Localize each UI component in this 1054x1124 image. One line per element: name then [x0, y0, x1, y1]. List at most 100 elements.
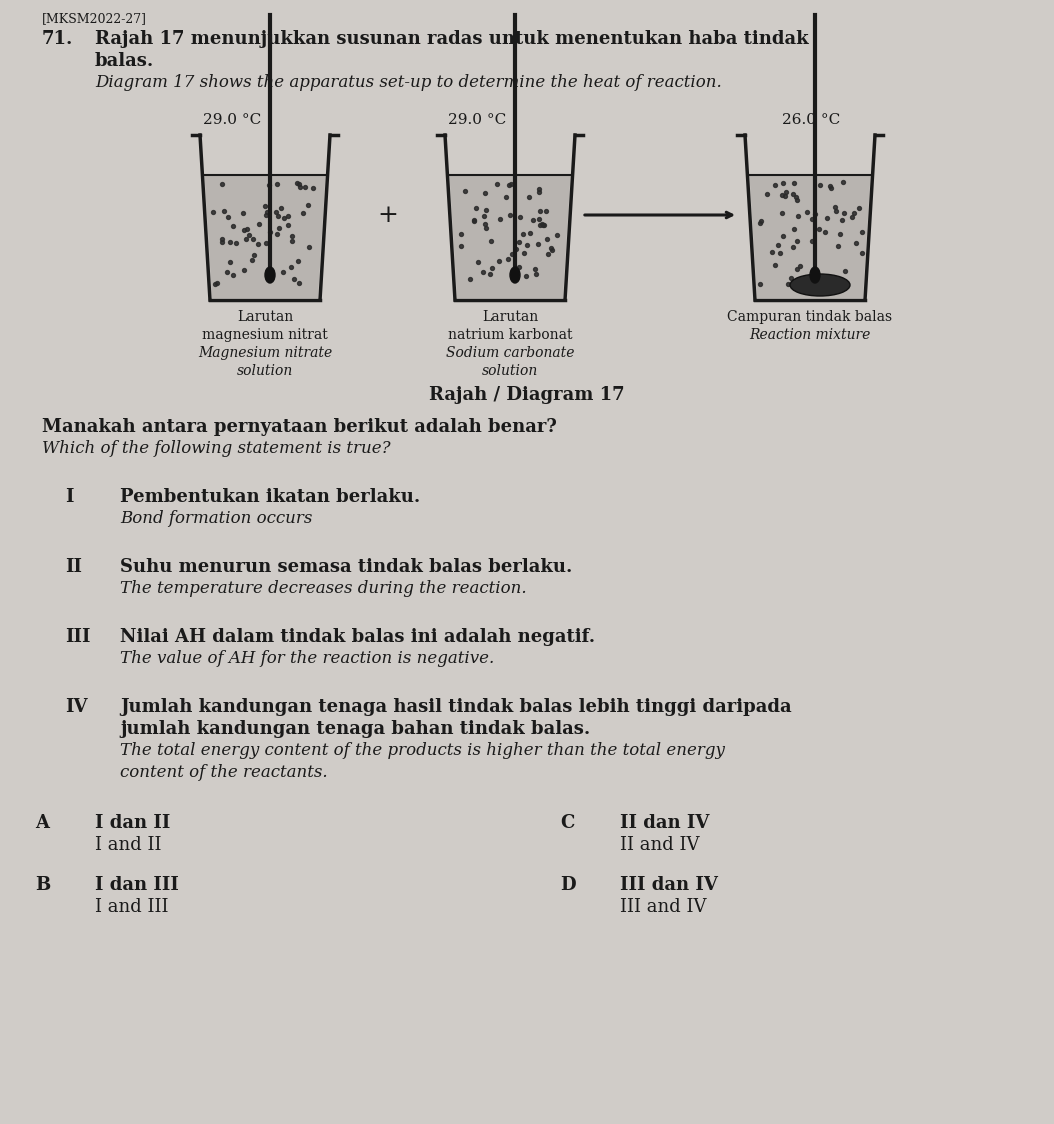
- Point: [821, 176, 838, 194]
- Point: [832, 225, 848, 243]
- Point: [290, 252, 307, 270]
- Ellipse shape: [265, 268, 275, 283]
- Text: I dan II: I dan II: [95, 814, 171, 832]
- Point: [276, 209, 293, 227]
- Polygon shape: [449, 175, 570, 298]
- Point: [533, 215, 550, 233]
- Point: [299, 197, 316, 215]
- Point: [503, 174, 520, 192]
- Point: [788, 233, 805, 251]
- Text: Rajah / Diagram 17: Rajah / Diagram 17: [429, 386, 625, 404]
- Point: [774, 174, 790, 192]
- Point: [817, 223, 834, 241]
- Point: [827, 201, 844, 219]
- Point: [243, 251, 260, 269]
- Text: III and IV: III and IV: [620, 898, 706, 916]
- Point: [453, 225, 470, 243]
- Point: [752, 214, 768, 232]
- Point: [845, 203, 862, 221]
- Point: [258, 234, 275, 252]
- Point: [258, 206, 275, 224]
- Point: [522, 224, 539, 242]
- Point: [228, 234, 245, 252]
- Point: [261, 175, 278, 193]
- Text: jumlah kandungan tenaga bahan tindak balas.: jumlah kandungan tenaga bahan tindak bal…: [120, 719, 590, 737]
- Point: [835, 205, 852, 223]
- Point: [815, 270, 832, 288]
- Point: [476, 216, 493, 234]
- Point: [271, 219, 288, 237]
- Point: [803, 232, 820, 250]
- Point: [483, 232, 500, 250]
- Point: [477, 219, 494, 237]
- Point: [789, 207, 806, 225]
- Point: [504, 245, 521, 263]
- Point: [803, 210, 820, 228]
- Point: [482, 264, 499, 282]
- Point: [535, 216, 552, 234]
- Point: [259, 202, 276, 220]
- Point: [225, 217, 241, 235]
- Text: B: B: [35, 876, 51, 894]
- Point: [787, 188, 804, 206]
- Text: Rajah 17 menunjukkan susunan radas untuk menentukan haba tindak: Rajah 17 menunjukkan susunan radas untuk…: [95, 30, 808, 48]
- Point: [851, 199, 867, 217]
- Point: [543, 239, 560, 257]
- Point: [515, 244, 532, 262]
- Point: [216, 201, 233, 219]
- Polygon shape: [204, 175, 326, 298]
- Ellipse shape: [790, 274, 850, 296]
- Point: [531, 201, 548, 219]
- Point: [540, 245, 557, 263]
- Point: [544, 241, 561, 259]
- Point: [214, 230, 231, 248]
- Point: [801, 275, 818, 293]
- Point: [526, 260, 543, 278]
- Point: [492, 210, 509, 228]
- Point: [468, 199, 485, 217]
- Point: [235, 261, 252, 279]
- Point: [284, 232, 300, 250]
- Point: [256, 198, 273, 216]
- Point: [213, 175, 230, 193]
- Text: III dan IV: III dan IV: [620, 876, 718, 894]
- Point: [752, 275, 768, 293]
- Point: [219, 263, 236, 281]
- Point: [772, 244, 788, 262]
- Point: [270, 207, 287, 225]
- Point: [497, 189, 514, 207]
- Point: [519, 236, 535, 254]
- Point: [799, 203, 816, 221]
- Text: balas.: balas.: [95, 52, 154, 70]
- Point: [774, 187, 790, 205]
- Text: 71.: 71.: [42, 30, 74, 48]
- Text: Nilai AH dalam tindak balas ini adalah negatif.: Nilai AH dalam tindak balas ini adalah n…: [120, 627, 596, 645]
- Point: [204, 203, 221, 221]
- Point: [453, 237, 470, 255]
- Text: III: III: [65, 627, 91, 645]
- Point: [788, 191, 805, 209]
- Point: [518, 268, 534, 285]
- Point: [807, 270, 824, 288]
- Point: [209, 274, 226, 292]
- Point: [834, 211, 851, 229]
- Point: [769, 236, 786, 254]
- Point: [238, 220, 255, 238]
- Text: Jumlah kandungan tenaga hasil tindak balas lebih tinggi daripada: Jumlah kandungan tenaga hasil tindak bal…: [120, 698, 792, 716]
- Point: [300, 238, 317, 256]
- Point: [220, 208, 237, 226]
- Text: [MKSM2022-27]: [MKSM2022-27]: [42, 12, 147, 25]
- Point: [525, 211, 542, 229]
- Point: [792, 257, 808, 275]
- Point: [766, 256, 783, 274]
- Point: [269, 225, 286, 243]
- Text: II: II: [65, 558, 82, 575]
- Point: [237, 229, 254, 247]
- Text: C: C: [560, 814, 574, 832]
- Text: Magnesium nitrate: Magnesium nitrate: [198, 346, 332, 360]
- Text: II and IV: II and IV: [620, 835, 700, 853]
- Point: [456, 182, 473, 200]
- Point: [844, 209, 861, 227]
- Point: [515, 225, 532, 243]
- Point: [512, 208, 529, 226]
